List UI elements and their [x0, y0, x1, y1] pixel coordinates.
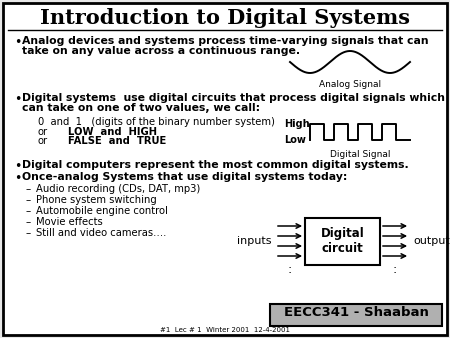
- Text: 0  and  1   (digits of the binary number system): 0 and 1 (digits of the binary number sys…: [38, 117, 275, 127]
- Text: •: •: [14, 160, 22, 173]
- Text: Audio recording (CDs, DAT, mp3): Audio recording (CDs, DAT, mp3): [36, 184, 200, 194]
- Text: •: •: [14, 36, 22, 49]
- Text: #1  Lec # 1  Winter 2001  12-4-2001: #1 Lec # 1 Winter 2001 12-4-2001: [160, 327, 290, 333]
- Text: Digital systems  use digital circuits that process digital signals which: Digital systems use digital circuits tha…: [22, 93, 445, 103]
- Text: Once-analog Systems that use digital systems today:: Once-analog Systems that use digital sys…: [22, 172, 347, 182]
- Text: •: •: [14, 172, 22, 185]
- Text: FALSE  and  TRUE: FALSE and TRUE: [68, 136, 166, 146]
- Text: Automobile engine control: Automobile engine control: [36, 206, 168, 216]
- Text: Digital Signal: Digital Signal: [330, 150, 390, 159]
- Text: Still and video cameras….: Still and video cameras….: [36, 228, 166, 238]
- Text: EECC341 - Shaaban: EECC341 - Shaaban: [284, 307, 428, 319]
- Text: –: –: [26, 206, 31, 216]
- Text: Movie effects: Movie effects: [36, 217, 103, 227]
- Text: Introduction to Digital Systems: Introduction to Digital Systems: [40, 8, 410, 28]
- Text: Low: Low: [284, 135, 306, 145]
- Text: •: •: [14, 93, 22, 106]
- Text: Phone system switching: Phone system switching: [36, 195, 157, 205]
- Bar: [270, 304, 442, 326]
- Text: inputs: inputs: [238, 237, 272, 246]
- Text: –: –: [26, 217, 31, 227]
- Text: :: :: [393, 263, 397, 276]
- Text: :: :: [288, 263, 292, 276]
- Text: –: –: [26, 184, 31, 194]
- Text: High: High: [284, 119, 310, 129]
- Text: Analog Signal: Analog Signal: [319, 80, 381, 89]
- Text: take on any value across a continuous range.: take on any value across a continuous ra…: [22, 46, 300, 56]
- Text: can take on one of two values, we call:: can take on one of two values, we call:: [22, 103, 260, 113]
- Text: or: or: [38, 136, 48, 146]
- Text: –: –: [26, 228, 31, 238]
- Text: LOW  and  HIGH: LOW and HIGH: [68, 127, 157, 137]
- Text: outputs: outputs: [413, 237, 450, 246]
- Text: Digital
circuit: Digital circuit: [320, 227, 364, 256]
- Text: Digital computers represent the most common digital systems.: Digital computers represent the most com…: [22, 160, 409, 170]
- Text: Analog devices and systems process time-varying signals that can: Analog devices and systems process time-…: [22, 36, 428, 46]
- Text: or: or: [38, 127, 48, 137]
- Text: –: –: [26, 195, 31, 205]
- Bar: [305, 218, 380, 265]
